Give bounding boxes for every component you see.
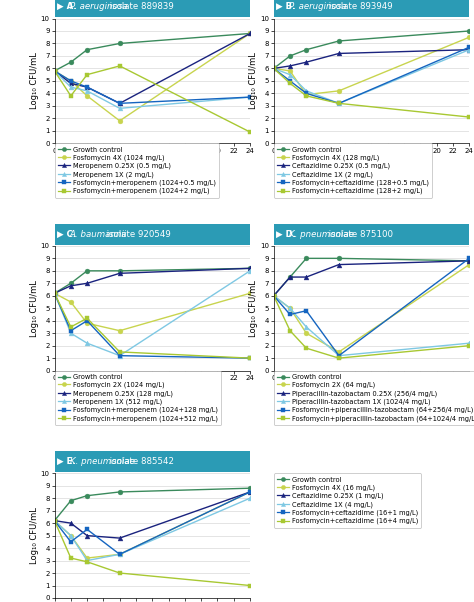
Y-axis label: Log₁₀ CFU/mL: Log₁₀ CFU/mL (30, 507, 39, 564)
X-axis label: Time (hours): Time (hours) (126, 384, 179, 393)
Legend: Growth control, Fosfomycin 2X (64 mg/L), Piperacillin-tazobactam 0.25X (256/4 mg: Growth control, Fosfomycin 2X (64 mg/L),… (274, 371, 474, 425)
Text: isolate 889839: isolate 889839 (107, 2, 173, 11)
Text: ▶ E.: ▶ E. (57, 457, 76, 466)
Legend: Growth control, Fosfomycin 4X (16 mg/L), Ceftazidime 0.25X (1 mg/L), Ceftazidime: Growth control, Fosfomycin 4X (16 mg/L),… (274, 473, 421, 528)
Text: A. baumannii: A. baumannii (70, 230, 127, 239)
Text: isolate 875100: isolate 875100 (326, 230, 393, 239)
Legend: Growth control, Fosfomycin 2X (1024 mg/L), Meropenem 0.25X (128 mg/L), Meropenem: Growth control, Fosfomycin 2X (1024 mg/L… (55, 371, 221, 425)
Y-axis label: Log₁₀ CFU/mL: Log₁₀ CFU/mL (249, 52, 258, 110)
Text: K. pneumoniae: K. pneumoniae (70, 457, 135, 466)
X-axis label: Time (hours): Time (hours) (345, 384, 398, 393)
Y-axis label: Log₁₀ CFU/mL: Log₁₀ CFU/mL (30, 280, 39, 337)
Text: ▶ D.: ▶ D. (276, 230, 296, 239)
Legend: Growth control, Fosfomycin 4X (128 mg/L), Ceftazidime 0.25X (0.5 mg/L), Ceftazid: Growth control, Fosfomycin 4X (128 mg/L)… (274, 143, 432, 198)
Text: P. aeruginosa: P. aeruginosa (289, 2, 346, 11)
X-axis label: Time (hours): Time (hours) (345, 157, 398, 166)
Text: ▶ B.: ▶ B. (276, 2, 296, 11)
Text: K. pneumoniae: K. pneumoniae (289, 230, 354, 239)
Y-axis label: Log₁₀ CFU/mL: Log₁₀ CFU/mL (249, 280, 258, 337)
Text: isolate 885542: isolate 885542 (107, 457, 173, 466)
Legend: Growth control, Fosfomycin 4X (1024 mg/L), Meropenem 0.25X (0.5 mg/L), Meropenem: Growth control, Fosfomycin 4X (1024 mg/L… (55, 143, 219, 198)
X-axis label: Time (hours): Time (hours) (126, 157, 179, 166)
Y-axis label: Log₁₀ CFU/mL: Log₁₀ CFU/mL (30, 52, 39, 110)
Text: isolate 920549: isolate 920549 (104, 230, 171, 239)
Text: ▶ C.: ▶ C. (57, 230, 76, 239)
Text: P. aeruginosa: P. aeruginosa (70, 2, 127, 11)
Text: isolate 893949: isolate 893949 (326, 2, 392, 11)
Text: ▶ A.: ▶ A. (57, 2, 77, 11)
